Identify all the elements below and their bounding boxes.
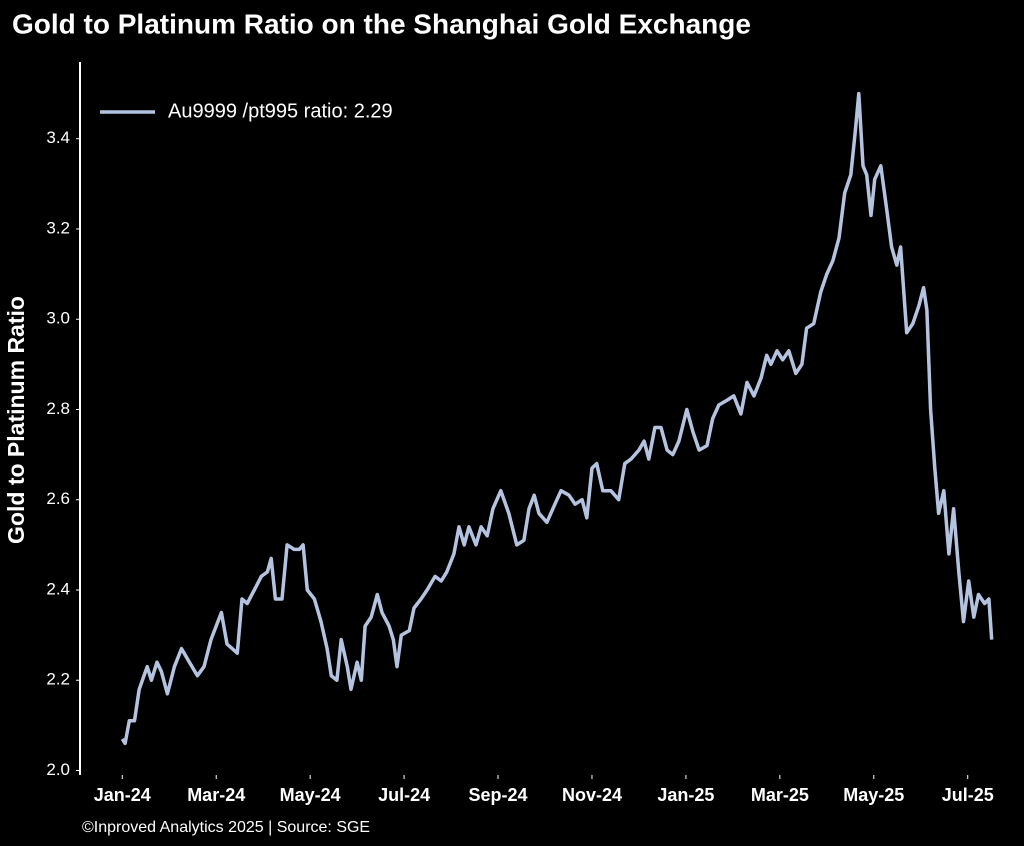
x-tick-label: Mar-25 bbox=[751, 785, 809, 805]
line-series bbox=[120, 91, 994, 746]
x-tick-label: Mar-24 bbox=[187, 785, 245, 805]
x-tick-label: Jul-25 bbox=[942, 785, 994, 805]
x-tick-label: Nov-24 bbox=[562, 785, 622, 805]
y-tick-label: 2.8 bbox=[46, 399, 70, 418]
y-tick-label: 3.0 bbox=[46, 309, 70, 328]
y-axis-label: Gold to Platinum Ratio bbox=[3, 296, 29, 544]
y-tick-label: 2.0 bbox=[46, 760, 70, 779]
x-tick-label: Jul-24 bbox=[378, 785, 430, 805]
y-tick-label: 2.2 bbox=[46, 670, 70, 689]
chart-title: Gold to Platinum Ratio on the Shanghai G… bbox=[12, 8, 751, 39]
x-tick-label: Jan-25 bbox=[657, 785, 714, 805]
y-tick-label: 3.4 bbox=[46, 128, 70, 147]
x-tick-label: Jan-24 bbox=[94, 785, 151, 805]
y-tick-label: 2.6 bbox=[46, 489, 70, 508]
x-tick-label: May-25 bbox=[843, 785, 904, 805]
x-tick-label: Sep-24 bbox=[469, 785, 528, 805]
y-tick-label: 2.4 bbox=[46, 579, 70, 598]
y-tick-label: 3.2 bbox=[46, 218, 70, 237]
legend-label: Au9999 /pt995 ratio: 2.29 bbox=[168, 100, 393, 122]
footer: ©Inproved Analytics 2025 | Source: SGE bbox=[82, 819, 370, 836]
x-tick-label: May-24 bbox=[280, 785, 341, 805]
